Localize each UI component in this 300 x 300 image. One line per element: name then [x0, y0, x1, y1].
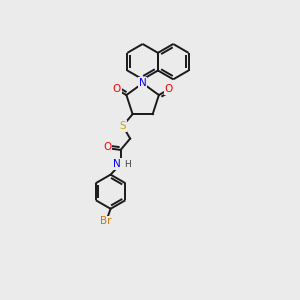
- Text: O: O: [112, 85, 121, 94]
- Text: O: O: [164, 85, 173, 94]
- Text: O: O: [103, 142, 112, 152]
- Text: Br: Br: [100, 216, 112, 226]
- Text: N: N: [139, 78, 146, 88]
- Text: N: N: [113, 159, 121, 169]
- Text: S: S: [119, 121, 126, 131]
- Text: H: H: [124, 160, 130, 169]
